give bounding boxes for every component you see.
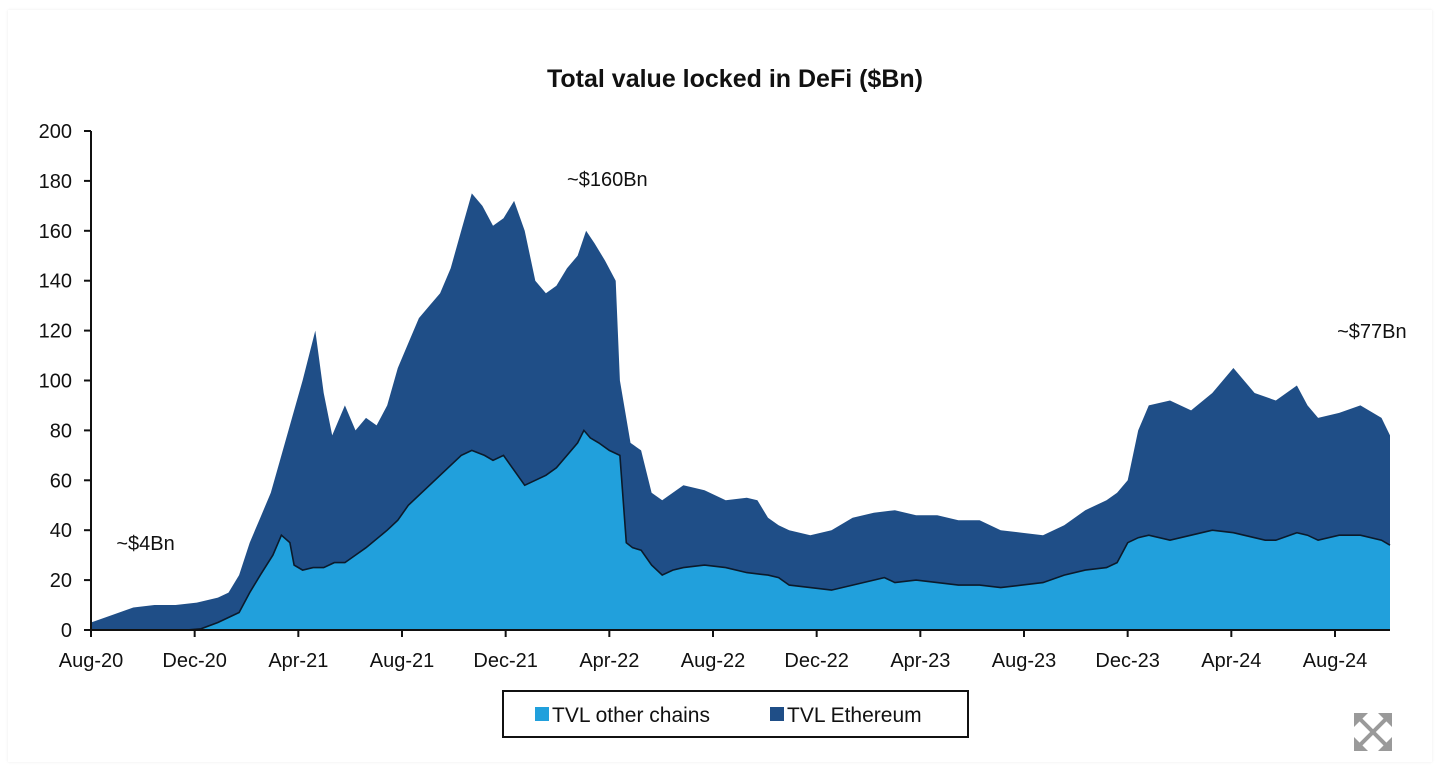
- plot-area: [91, 193, 1391, 631]
- y-tick-label: 0: [61, 620, 72, 642]
- x-tick-label: Dec-22: [784, 650, 848, 672]
- annotations: ~$4Bn ~$160Bn ~$77Bn: [116, 169, 1406, 555]
- legend-swatch-ethereum: [770, 707, 784, 721]
- y-tick-label: 200: [39, 121, 72, 143]
- x-tick-label: Apr-22: [579, 650, 639, 672]
- x-tick-label: Apr-21: [268, 650, 328, 672]
- y-tick-label: 40: [50, 520, 72, 542]
- x-tick-label: Dec-23: [1095, 650, 1159, 672]
- chart-card: [8, 10, 1432, 762]
- y-tick-label: 120: [39, 321, 72, 343]
- y-tick-label: 60: [50, 470, 72, 492]
- area-tvl-other-chains: [91, 430, 1390, 630]
- legend-swatch-other-chains: [535, 707, 549, 721]
- x-tick-label: Apr-23: [890, 650, 950, 672]
- x-axis: Aug-20 Dec-20 Apr-21 Aug-21 Dec-21 Apr-22 Aug-…: [59, 629, 1390, 672]
- x-tick-label: Aug-23: [992, 650, 1057, 672]
- y-tick-label: 180: [39, 171, 72, 193]
- chart-title: Total value locked in DeFi ($Bn): [547, 65, 923, 93]
- y-tick-label: 100: [39, 371, 72, 393]
- x-tick-label: Aug-21: [370, 650, 435, 672]
- y-axis: 0 20 40 60 80 100 120 140 160 180 200: [39, 121, 92, 642]
- x-tick-label: Aug-20: [59, 650, 124, 672]
- y-tick-label: 140: [39, 271, 72, 293]
- y-tick-label: 160: [39, 221, 72, 243]
- expand-arrows-icon[interactable]: [1352, 711, 1394, 753]
- legend-label-ethereum: TVL Ethereum: [787, 704, 922, 727]
- y-tick-label: 20: [50, 570, 72, 592]
- x-tick-label: Dec-21: [473, 650, 537, 672]
- annotation-label: ~$4Bn: [116, 533, 174, 555]
- line-tvl-other-chains: [91, 428, 1391, 631]
- y-tick-label: 80: [50, 420, 72, 442]
- legend-box: [502, 690, 969, 738]
- x-tick-label: Apr-24: [1201, 650, 1261, 672]
- x-tick-label: Aug-24: [1303, 650, 1368, 672]
- x-tick-label: Dec-20: [162, 650, 226, 672]
- legend: TVL other chains TVL Ethereum: [502, 690, 969, 738]
- legend-label-other-chains: TVL other chains: [552, 704, 710, 727]
- x-tick-label: Aug-22: [681, 650, 746, 672]
- annotation-label: ~$160Bn: [567, 169, 648, 191]
- annotation-label: ~$77Bn: [1337, 321, 1407, 343]
